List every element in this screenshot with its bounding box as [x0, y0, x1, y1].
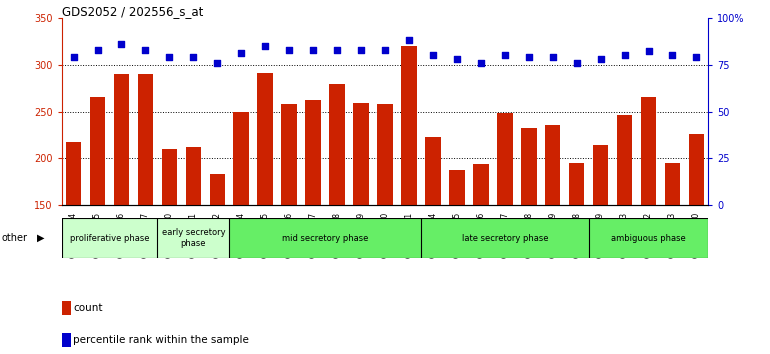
Text: early secretory
phase: early secretory phase	[162, 228, 225, 248]
Bar	[233, 112, 249, 346]
Bar	[90, 97, 105, 346]
Point	[283, 47, 296, 52]
Point	[403, 38, 415, 43]
Point	[187, 54, 199, 60]
Bar	[593, 145, 608, 346]
Point	[331, 47, 343, 52]
Point	[355, 47, 367, 52]
Bar	[306, 100, 321, 346]
Text: count: count	[73, 303, 102, 313]
Bar	[157, 218, 229, 258]
Bar	[377, 104, 393, 346]
Point	[163, 54, 176, 60]
Text: mid secretory phase: mid secretory phase	[282, 234, 368, 242]
Point	[235, 51, 247, 56]
Point	[427, 52, 439, 58]
Text: other: other	[2, 233, 28, 243]
Point	[594, 56, 607, 62]
Bar	[186, 147, 201, 346]
Point	[379, 47, 391, 52]
Bar	[588, 218, 708, 258]
Bar	[688, 134, 705, 346]
Point	[474, 60, 487, 65]
Point	[307, 47, 320, 52]
Bar	[209, 175, 225, 346]
Bar	[665, 163, 680, 346]
Bar	[281, 104, 297, 346]
Point	[450, 56, 463, 62]
Point	[92, 47, 104, 52]
Bar	[521, 129, 537, 346]
Bar	[257, 73, 273, 346]
Point	[116, 41, 128, 47]
Bar	[138, 74, 153, 346]
Text: percentile rank within the sample: percentile rank within the sample	[73, 335, 249, 345]
Bar	[162, 149, 177, 346]
Point	[666, 52, 678, 58]
Bar	[62, 218, 157, 258]
Point	[571, 60, 583, 65]
Point	[690, 54, 702, 60]
Bar	[617, 115, 632, 346]
Text: late secretory phase: late secretory phase	[461, 234, 548, 242]
Text: ambiguous phase: ambiguous phase	[611, 234, 686, 242]
Text: ▶: ▶	[37, 233, 45, 243]
Point	[211, 60, 223, 65]
Point	[68, 54, 80, 60]
Point	[547, 54, 559, 60]
Point	[618, 52, 631, 58]
Bar	[449, 170, 464, 346]
Point	[139, 47, 152, 52]
Text: GDS2052 / 202556_s_at: GDS2052 / 202556_s_at	[62, 5, 203, 18]
Bar	[473, 164, 489, 346]
Bar	[421, 218, 588, 258]
Bar	[425, 137, 440, 346]
Bar	[229, 218, 421, 258]
Bar	[545, 125, 561, 346]
Text: proliferative phase: proliferative phase	[70, 234, 149, 242]
Point	[499, 52, 511, 58]
Bar	[65, 142, 82, 346]
Bar	[641, 97, 656, 346]
Bar	[330, 84, 345, 346]
Point	[259, 43, 271, 48]
Point	[642, 48, 654, 54]
Bar	[114, 74, 129, 346]
Bar	[401, 46, 417, 346]
Bar	[353, 103, 369, 346]
Bar	[569, 163, 584, 346]
Point	[523, 54, 535, 60]
Bar	[497, 113, 513, 346]
